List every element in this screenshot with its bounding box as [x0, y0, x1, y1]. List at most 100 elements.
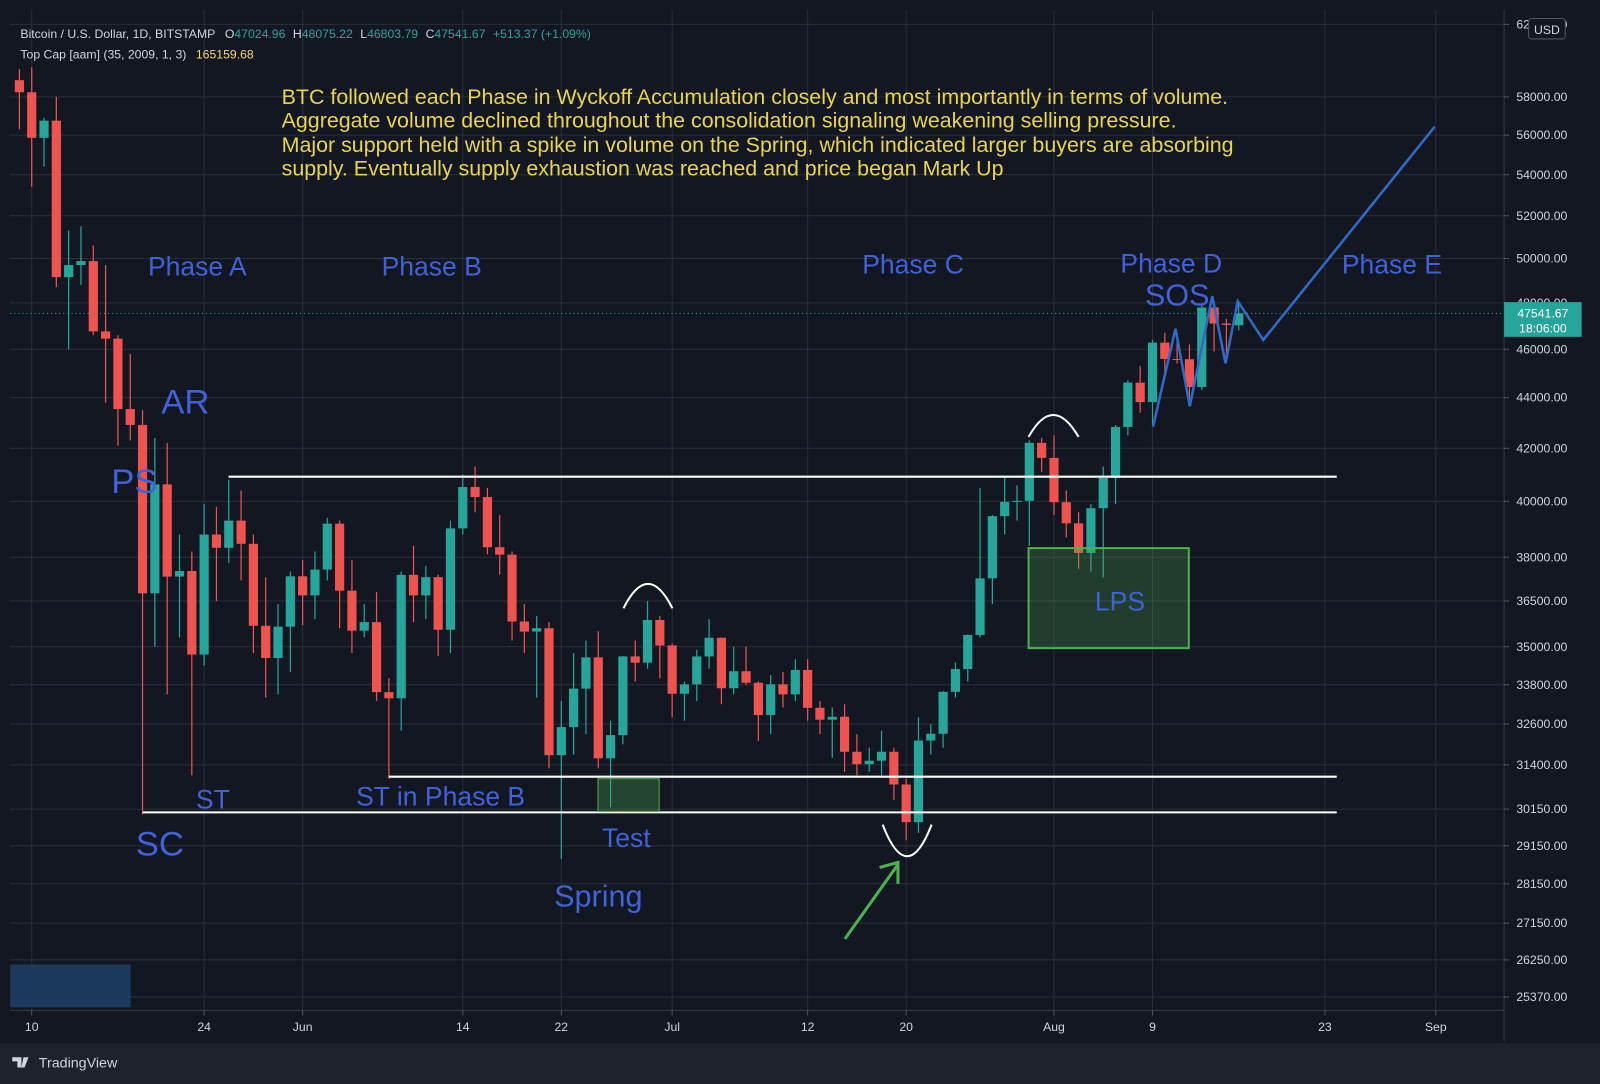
- candle-body: [482, 497, 492, 548]
- indicator: Top Cap [aam] (35, 2009, 1, 3) 165159.68: [20, 47, 254, 61]
- candle-body: [396, 574, 406, 699]
- candle-body: [679, 684, 690, 694]
- x-tick-label: 23: [1318, 1020, 1332, 1034]
- open-value: 47024.96: [234, 27, 285, 41]
- candle-body: [322, 523, 332, 570]
- plot: [10, 67, 1505, 859]
- candle-body: [975, 578, 985, 635]
- y-tick-label: 44000.00: [1516, 391, 1567, 405]
- x-tick-label: 12: [801, 1020, 815, 1034]
- candle-body: [507, 554, 517, 622]
- x-tick-label: 10: [25, 1020, 39, 1034]
- y-tick-label: 30150.00: [1516, 802, 1567, 816]
- candle-body: [667, 645, 677, 694]
- y-tick-label: 32600.00: [1516, 717, 1567, 731]
- arc: [622, 582, 674, 609]
- ohlc-prefix: H: [293, 27, 302, 41]
- candle-body: [1061, 502, 1071, 524]
- event-label: Spring: [554, 879, 642, 913]
- y-tick-label: 33800.00: [1516, 678, 1567, 692]
- candle-body: [1037, 442, 1047, 458]
- note-line: supply. Eventually supply exhaustion was…: [282, 157, 1004, 181]
- candle-body: [889, 751, 899, 785]
- candle-body: [1123, 382, 1133, 427]
- brand-logo: [12, 1057, 29, 1068]
- arrow: [843, 860, 900, 940]
- axes: 62000.0058000.0056000.0054000.0052000.00…: [25, 17, 1568, 1033]
- candle-body: [359, 622, 369, 631]
- candle-body: [987, 516, 997, 579]
- event-label: AR: [161, 383, 209, 421]
- y-tick-label: 52000.00: [1516, 209, 1567, 223]
- candle-body: [1147, 342, 1158, 403]
- candle-body: [1024, 442, 1034, 501]
- event-label: PS: [111, 463, 157, 501]
- candle-body: [51, 120, 61, 278]
- x-tick-label: 24: [197, 1020, 211, 1034]
- candle-body: [630, 656, 640, 663]
- candle-body: [803, 669, 813, 708]
- candle-body: [113, 338, 123, 410]
- annotations: [142, 125, 1436, 940]
- arc: [1027, 413, 1080, 438]
- candle-body: [137, 424, 148, 594]
- volume-block: [10, 964, 131, 1008]
- candle-body: [642, 619, 653, 663]
- candle-body: [458, 487, 468, 529]
- change: +513.37 (+1.09%): [493, 27, 591, 41]
- ohlc-prefix: C: [426, 27, 435, 41]
- candle-body: [938, 691, 948, 734]
- candle-body: [1209, 307, 1219, 324]
- candle-body: [64, 265, 74, 278]
- y-tick-label: 38000.00: [1516, 550, 1567, 564]
- candle-body: [778, 684, 788, 695]
- y-tick-label: 46000.00: [1516, 342, 1567, 356]
- y-tick-label: 25370.00: [1516, 990, 1567, 1004]
- x-tick-label: 9: [1149, 1020, 1156, 1034]
- candle-body: [839, 716, 850, 752]
- candle-body: [790, 669, 800, 695]
- candle-body: [1160, 342, 1170, 359]
- candle-body: [1049, 457, 1059, 503]
- x-tick-label: 22: [555, 1020, 569, 1034]
- y-tick-label: 42000.00: [1516, 441, 1567, 455]
- y-tick-label: 31400.00: [1516, 758, 1567, 772]
- candle-body: [273, 626, 283, 658]
- candle-body: [187, 571, 197, 655]
- candle-body: [76, 261, 86, 266]
- candle-body: [421, 577, 431, 596]
- candle-body: [605, 735, 616, 759]
- candle-body: [495, 547, 505, 555]
- candle-body: [716, 637, 727, 689]
- candle-body: [1110, 426, 1121, 478]
- candle-body: [655, 619, 665, 646]
- candle-body: [556, 727, 566, 756]
- y-tick-label: 36500.00: [1516, 594, 1567, 608]
- x-tick-label: Jul: [664, 1020, 680, 1034]
- candle-body: [1184, 359, 1195, 388]
- y-tick-label: 50000.00: [1516, 252, 1567, 266]
- y-tick-label: 56000.00: [1516, 128, 1567, 142]
- candle-body: [125, 409, 135, 425]
- note-line: Major support held with a spike in volum…: [282, 133, 1234, 157]
- candle-body: [1074, 523, 1084, 553]
- phase-label: Phase A: [148, 252, 247, 282]
- y-tick-label: 26250.00: [1516, 953, 1567, 967]
- candle-body: [285, 576, 295, 627]
- candle-body: [876, 751, 887, 761]
- price-tag-countdown: 18:06:00: [1519, 322, 1567, 336]
- candle-body: [14, 80, 24, 93]
- phase-label: Phase C: [862, 250, 964, 280]
- candle-body: [815, 707, 825, 720]
- candle-body: [347, 590, 357, 631]
- y-tick-label: 28150.00: [1516, 877, 1567, 891]
- candle-body: [519, 621, 529, 632]
- candle-body: [618, 656, 628, 736]
- currency-badge: [1528, 18, 1566, 40]
- candle-body: [766, 684, 776, 716]
- candle-body: [704, 637, 714, 657]
- y-tick-label: 29150.00: [1516, 839, 1567, 853]
